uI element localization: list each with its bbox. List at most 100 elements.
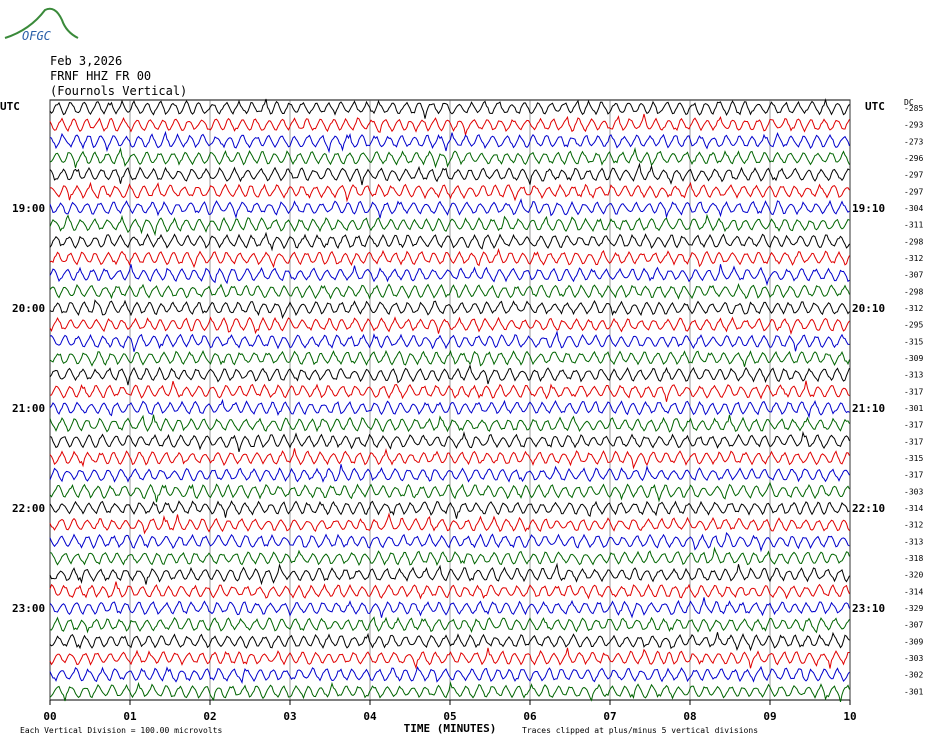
x-tick-label: 10 [843, 710, 856, 723]
dc-offset: -301 [904, 687, 923, 696]
dc-offset: -303 [904, 654, 923, 663]
dc-offset: -317 [904, 421, 923, 430]
x-tick-label: 04 [363, 710, 377, 723]
trace [49, 113, 850, 136]
trace [49, 349, 850, 367]
x-tick-label: 05 [443, 710, 456, 723]
dc-offset: -311 [904, 221, 923, 230]
time-label-left: 20:00 [12, 302, 45, 315]
trace [49, 146, 850, 169]
trace [49, 464, 850, 483]
dc-offset: -285 [904, 104, 923, 113]
time-label-right: 19:10 [852, 202, 885, 215]
dc-offset: -313 [904, 537, 923, 546]
left-axis-title: UTC [0, 100, 20, 113]
dc-offset: -317 [904, 471, 923, 480]
trace [49, 299, 850, 320]
dc-offset: -309 [904, 354, 923, 363]
trace [49, 681, 850, 703]
dc-offset: -312 [904, 304, 923, 313]
trace [49, 316, 850, 336]
dc-offset: -320 [904, 571, 923, 580]
trace [49, 380, 850, 402]
time-label-left: 19:00 [12, 202, 45, 215]
dc-offset: -304 [904, 204, 923, 213]
dc-offset: -302 [904, 671, 923, 680]
dc-offset: -317 [904, 437, 923, 446]
trace [49, 647, 850, 670]
dc-offset: -297 [904, 187, 923, 196]
dc-offset: -296 [904, 154, 923, 163]
trace [49, 500, 850, 519]
trace [49, 481, 850, 503]
footer-left: Each Vertical Division = 100.00 microvol… [20, 726, 222, 735]
dc-offset: -317 [904, 387, 923, 396]
trace [49, 665, 850, 684]
trace [49, 247, 850, 269]
trace [49, 162, 850, 186]
x-tick-label: 01 [123, 710, 137, 723]
trace [49, 531, 850, 553]
x-axis-title: TIME (MINUTES) [404, 722, 497, 735]
logo-mark [4, 7, 79, 39]
station-name: (Fournols Vertical) [50, 84, 187, 98]
dc-offset: -315 [904, 337, 923, 346]
dc-offset: -314 [904, 587, 923, 596]
trace [49, 562, 850, 586]
dc-offset: -307 [904, 621, 923, 630]
x-tick-label: 06 [523, 710, 537, 723]
time-label-right: 21:10 [852, 402, 885, 415]
x-tick-label: 00 [43, 710, 56, 723]
trace [49, 363, 850, 386]
date: Feb 3,2026 [50, 54, 122, 68]
trace [49, 414, 850, 433]
time-label-right: 23:10 [852, 602, 885, 615]
trace [49, 512, 850, 535]
footer-right: Traces clipped at plus/minus 5 vertical … [522, 726, 758, 735]
dc-offset: -297 [904, 171, 923, 180]
time-label-right: 22:10 [852, 502, 885, 515]
dc-offset: -303 [904, 487, 923, 496]
trace [49, 231, 850, 252]
dc-offset: -312 [904, 521, 923, 530]
dc-offset: -307 [904, 271, 923, 280]
dc-offset: -273 [904, 137, 923, 146]
dc-offset: -318 [904, 554, 923, 563]
trace [49, 581, 850, 600]
dc-offset: -298 [904, 287, 923, 296]
trace [49, 398, 850, 419]
trace [49, 264, 850, 286]
x-tick-label: 03 [283, 710, 296, 723]
right-axis-title: UTC [865, 100, 885, 113]
station: FRNF HHZ FR 00 [50, 69, 151, 83]
trace [49, 631, 850, 652]
dc-offset: -312 [904, 254, 923, 263]
time-label-left: 21:00 [12, 402, 45, 415]
dc-offset: -314 [904, 504, 923, 513]
logo: OFGC [22, 29, 52, 43]
dc-offset: -329 [904, 604, 923, 613]
trace [49, 546, 850, 567]
trace [49, 448, 850, 470]
dc-offset: -301 [904, 404, 923, 413]
dc-offset: -298 [904, 237, 923, 246]
x-tick-label: 09 [763, 710, 776, 723]
trace [49, 330, 850, 352]
dc-offset: -309 [904, 637, 923, 646]
trace [49, 181, 850, 203]
trace [49, 97, 850, 119]
trace [49, 282, 850, 300]
dc-offset: -315 [904, 454, 923, 463]
dc-title: DC [904, 98, 914, 107]
dc-offset: -293 [904, 121, 923, 130]
dc-offset: -313 [904, 371, 923, 380]
x-tick-label: 08 [683, 710, 696, 723]
trace [49, 198, 850, 219]
x-tick-label: 07 [603, 710, 616, 723]
trace [49, 213, 850, 237]
x-tick-label: 02 [203, 710, 216, 723]
trace [49, 430, 850, 453]
time-label-left: 22:00 [12, 502, 45, 515]
trace [49, 130, 850, 154]
